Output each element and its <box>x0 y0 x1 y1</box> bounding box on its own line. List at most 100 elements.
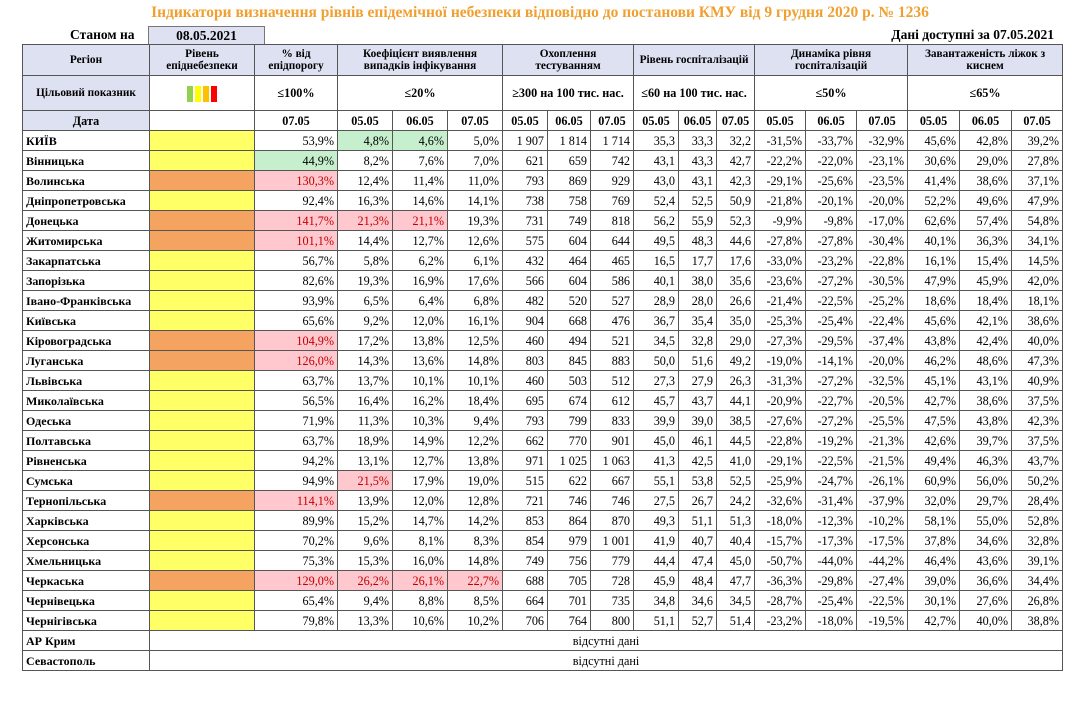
dynamics-cell: -10,2% <box>856 510 909 531</box>
testing-cell: 749 <box>502 550 549 571</box>
hosp-cell: 43,0 <box>633 170 680 191</box>
detection-cell: 10,6% <box>392 610 448 631</box>
dynamics-cell: -30,5% <box>856 270 909 291</box>
testing-cell: 432 <box>502 250 549 271</box>
dynamics-cell: -27,6% <box>754 410 807 431</box>
date-header: 06.05 <box>959 110 1013 131</box>
table-row: Вінницька 44,9% 8,2% 7,6% 7,0% 621 659 742 43,1 4… <box>22 150 1064 171</box>
beds-cell: 40,0% <box>1011 330 1064 351</box>
testing-cell: 512 <box>590 370 635 391</box>
threshold-cell: 101,1% <box>254 230 338 251</box>
beds-cell: 49,6% <box>959 190 1013 211</box>
detection-cell: 15,3% <box>337 550 393 571</box>
testing-cell: 460 <box>502 330 549 351</box>
dynamics-cell: -18,0% <box>805 610 858 631</box>
dynamics-cell: -31,4% <box>805 490 858 511</box>
beds-cell: 50,2% <box>1011 470 1064 491</box>
threshold-cell: 130,3% <box>254 170 338 191</box>
beds-cell: 60,9% <box>907 470 961 491</box>
dynamics-cell: -17,3% <box>805 530 858 551</box>
date-header: 05.05 <box>633 110 680 131</box>
hosp-cell: 45,9 <box>633 570 680 591</box>
detection-cell: 10,3% <box>392 410 448 431</box>
dynamics-cell: -17,5% <box>856 530 909 551</box>
hosp-cell: 55,1 <box>633 470 680 491</box>
threshold-cell: 63,7% <box>254 370 338 391</box>
region-name: Волинська <box>22 170 150 191</box>
detection-cell: 8,5% <box>446 590 504 611</box>
status-label: Станом на <box>70 27 135 42</box>
dynamics-cell: -30,4% <box>856 230 909 251</box>
table-row: Чернігівська 79,8% 13,3% 10,6% 10,2% 706 764 80… <box>22 610 1064 631</box>
hosp-cell: 38,0 <box>678 270 718 291</box>
region-name: Харківська <box>22 510 150 531</box>
detection-cell: 11,3% <box>337 410 393 431</box>
swatch-yellow <box>195 86 201 103</box>
testing-cell: 764 <box>547 610 592 631</box>
dynamics-cell: -29,5% <box>805 330 858 351</box>
hosp-cell: 35,6 <box>716 270 756 291</box>
hosp-cell: 55,9 <box>678 210 718 231</box>
hosp-cell: 52,3 <box>716 210 756 231</box>
dynamics-cell: -25,4% <box>805 310 858 331</box>
detection-cell: 12,8% <box>446 490 504 511</box>
threshold-cell: 82,6% <box>254 270 338 291</box>
detection-cell: 12,0% <box>392 490 448 511</box>
testing-cell: 731 <box>502 210 549 231</box>
detection-cell: 19,3% <box>446 210 504 231</box>
detection-cell: 8,1% <box>392 530 448 551</box>
hosp-cell: 42,5 <box>678 450 718 471</box>
beds-cell: 52,8% <box>1011 510 1064 531</box>
detection-cell: 8,8% <box>392 590 448 611</box>
dynamics-cell: -31,3% <box>754 370 807 391</box>
region-name: Рівненська <box>22 450 150 471</box>
level-cell <box>149 170 255 191</box>
dynamics-cell: -44,0% <box>805 550 858 571</box>
dynamics-cell: -37,9% <box>856 490 909 511</box>
dynamics-cell: -26,1% <box>856 470 909 491</box>
status-date: 08.05.2021 <box>148 26 265 45</box>
testing-cell: 1 714 <box>590 130 635 151</box>
swatch-green <box>187 86 193 103</box>
dynamics-cell: -32,6% <box>754 490 807 511</box>
hosp-cell: 32,2 <box>716 130 756 151</box>
dynamics-cell: -25,3% <box>754 310 807 331</box>
detection-cell: 12,7% <box>392 450 448 471</box>
date-header: 05.05 <box>337 110 393 131</box>
threshold-cell: 44,9% <box>254 150 338 171</box>
region-name: Запорізька <box>22 270 150 291</box>
hosp-cell: 44,6 <box>716 230 756 251</box>
level-cell <box>149 450 255 471</box>
hosp-cell: 51,1 <box>633 610 680 631</box>
hosp-cell: 49,5 <box>633 230 680 251</box>
hosp-cell: 45,0 <box>716 550 756 571</box>
beds-cell: 38,6% <box>959 390 1013 411</box>
dynamics-cell: -22,8% <box>856 250 909 271</box>
target-beds: ≤65% <box>907 75 1064 111</box>
detection-cell: 12,7% <box>392 230 448 251</box>
beds-cell: 37,5% <box>1011 430 1064 451</box>
testing-cell: 612 <box>590 390 635 411</box>
detection-cell: 13,7% <box>337 370 393 391</box>
level-swatch <box>149 75 255 111</box>
header-region: Регіон <box>22 44 150 76</box>
table-row: Київська 65,6% 9,2% 12,0% 16,1% 904 668 476 36,7… <box>22 310 1064 331</box>
level-cell <box>149 530 255 551</box>
testing-cell: 929 <box>590 170 635 191</box>
testing-cell: 705 <box>547 570 592 591</box>
beds-cell: 32,8% <box>1011 530 1064 551</box>
beds-cell: 42,8% <box>959 130 1013 151</box>
hosp-cell: 44,5 <box>716 430 756 451</box>
detection-cell: 13,8% <box>392 330 448 351</box>
date-header: 07.05 <box>716 110 756 131</box>
hosp-cell: 51,4 <box>716 610 756 631</box>
dynamics-cell: -29,8% <box>805 570 858 591</box>
date-header: 05.05 <box>907 110 961 131</box>
hosp-cell: 52,7 <box>678 610 718 631</box>
dynamics-cell: -32,5% <box>856 370 909 391</box>
date-header: 06.05 <box>392 110 448 131</box>
dynamics-cell: -24,7% <box>805 470 858 491</box>
detection-cell: 6,8% <box>446 290 504 311</box>
detection-cell: 18,9% <box>337 430 393 451</box>
detection-cell: 19,0% <box>446 470 504 491</box>
